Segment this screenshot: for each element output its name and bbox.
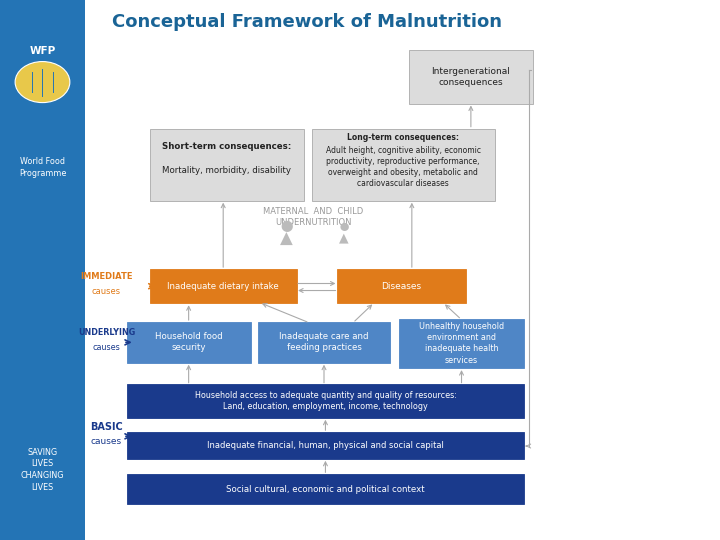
Circle shape — [15, 62, 70, 103]
Text: IMMEDIATE: IMMEDIATE — [81, 272, 132, 281]
Text: Conceptual Framework of Malnutrition: Conceptual Framework of Malnutrition — [112, 12, 502, 31]
Text: WFP: WFP — [30, 46, 55, 56]
FancyBboxPatch shape — [409, 50, 533, 104]
Text: MATERNAL  AND  CHILD
UNDERNUTRITION: MATERNAL AND CHILD UNDERNUTRITION — [263, 207, 364, 227]
Text: Social cultural, economic and political context: Social cultural, economic and political … — [226, 485, 425, 494]
FancyBboxPatch shape — [127, 322, 251, 363]
Text: Household access to adequate quantity and quality of resources:
Land, education,: Household access to adequate quantity an… — [194, 391, 456, 411]
Text: Inadequate dietary intake: Inadequate dietary intake — [167, 282, 279, 291]
Text: ▲: ▲ — [280, 230, 293, 248]
Text: BASIC: BASIC — [90, 422, 123, 431]
Text: Household food
security: Household food security — [155, 332, 222, 353]
FancyBboxPatch shape — [127, 384, 524, 418]
Text: Short-term consequences:: Short-term consequences: — [162, 142, 292, 151]
FancyBboxPatch shape — [258, 322, 390, 363]
Text: Intergenerational
consequences: Intergenerational consequences — [431, 67, 510, 87]
Text: causes: causes — [93, 343, 120, 352]
FancyBboxPatch shape — [127, 432, 524, 459]
Text: ⬤: ⬤ — [280, 221, 293, 232]
Text: Inadequate care and
feeding practices: Inadequate care and feeding practices — [279, 332, 369, 353]
Text: UNDERLYING: UNDERLYING — [78, 328, 135, 337]
FancyBboxPatch shape — [127, 474, 524, 504]
Text: Diseases: Diseases — [382, 282, 421, 291]
Text: Mortality, morbidity, disability: Mortality, morbidity, disability — [162, 166, 292, 175]
Text: Adult height, cognitive ability, economic
productivity, reproductive performance: Adult height, cognitive ability, economi… — [325, 146, 481, 188]
Text: ⬤: ⬤ — [339, 222, 349, 231]
Text: Inadequate financial, human, physical and social capital: Inadequate financial, human, physical an… — [207, 441, 444, 450]
Text: Long-term consequences:: Long-term consequences: — [347, 133, 459, 142]
FancyBboxPatch shape — [312, 129, 495, 201]
FancyBboxPatch shape — [150, 269, 297, 303]
Text: SAVING
LIVES
CHANGING
LIVES: SAVING LIVES CHANGING LIVES — [21, 448, 64, 492]
Text: causes: causes — [91, 437, 122, 446]
FancyBboxPatch shape — [399, 319, 524, 368]
Text: Unhealthy household
environment and
inadequate health
services: Unhealthy household environment and inad… — [419, 322, 504, 365]
FancyBboxPatch shape — [150, 129, 304, 201]
Text: ▲: ▲ — [339, 231, 349, 244]
Bar — [0, 0, 85, 540]
FancyBboxPatch shape — [337, 269, 466, 303]
Text: World Food
Programme: World Food Programme — [19, 157, 66, 178]
Text: causes: causes — [92, 287, 121, 296]
